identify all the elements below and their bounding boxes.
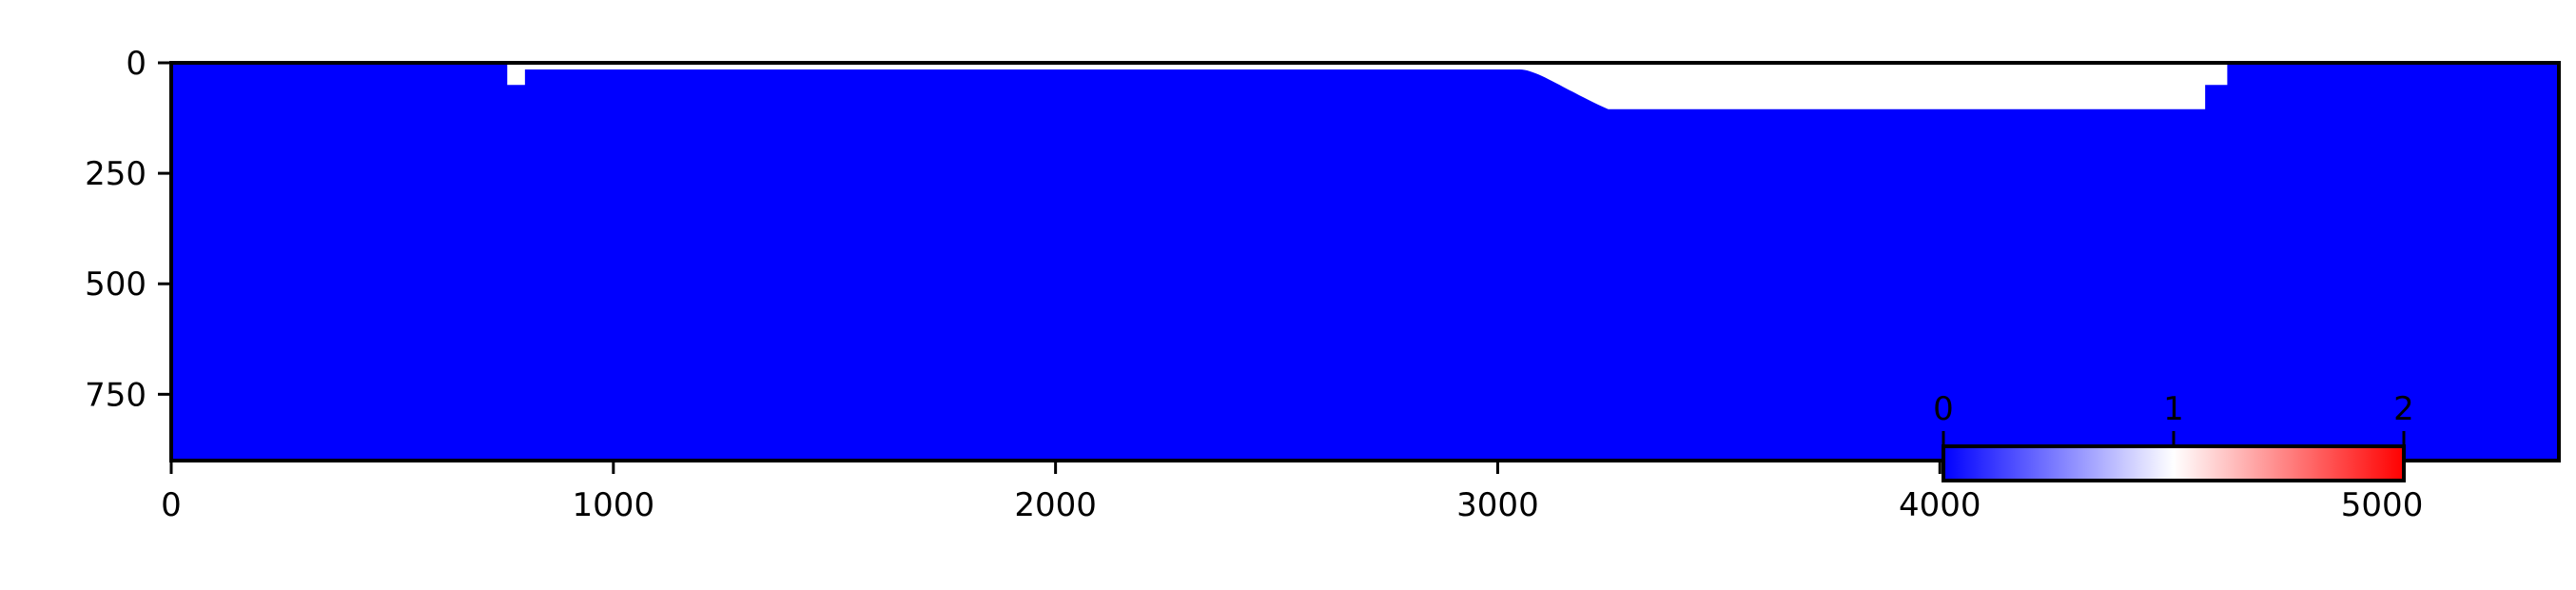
y-tick-label: 750 — [85, 376, 146, 414]
colorbar-ticks: 0 1 2 — [1933, 390, 2414, 446]
x-tick-label: 3000 — [1456, 486, 1539, 524]
x-axis-ticks: 0 1000 2000 3000 4000 5000 — [161, 461, 2423, 524]
y-tick-label: 250 — [85, 155, 146, 193]
y-tick-label: 500 — [85, 266, 146, 304]
x-tick-label: 4000 — [1899, 486, 1981, 524]
heatmap-field — [171, 63, 2559, 461]
x-tick-label: 0 — [161, 486, 182, 524]
x-tick-label: 2000 — [1014, 486, 1097, 524]
colorbar-tick-label: 0 — [1933, 390, 1954, 428]
y-axis-ticks: 0 250 500 750 — [85, 45, 171, 414]
y-tick-label: 0 — [126, 45, 146, 83]
axes-frame — [169, 61, 2561, 462]
x-tick-label: 1000 — [573, 486, 655, 524]
x-tick-label: 5000 — [2341, 486, 2424, 524]
colorbar: 0 1 2 — [1933, 390, 2414, 482]
colorbar-tick-label: 2 — [2393, 390, 2414, 428]
masked-region — [507, 63, 2228, 109]
colorbar-tick-label: 1 — [2163, 390, 2184, 428]
colorbar-bar — [1942, 444, 2406, 482]
